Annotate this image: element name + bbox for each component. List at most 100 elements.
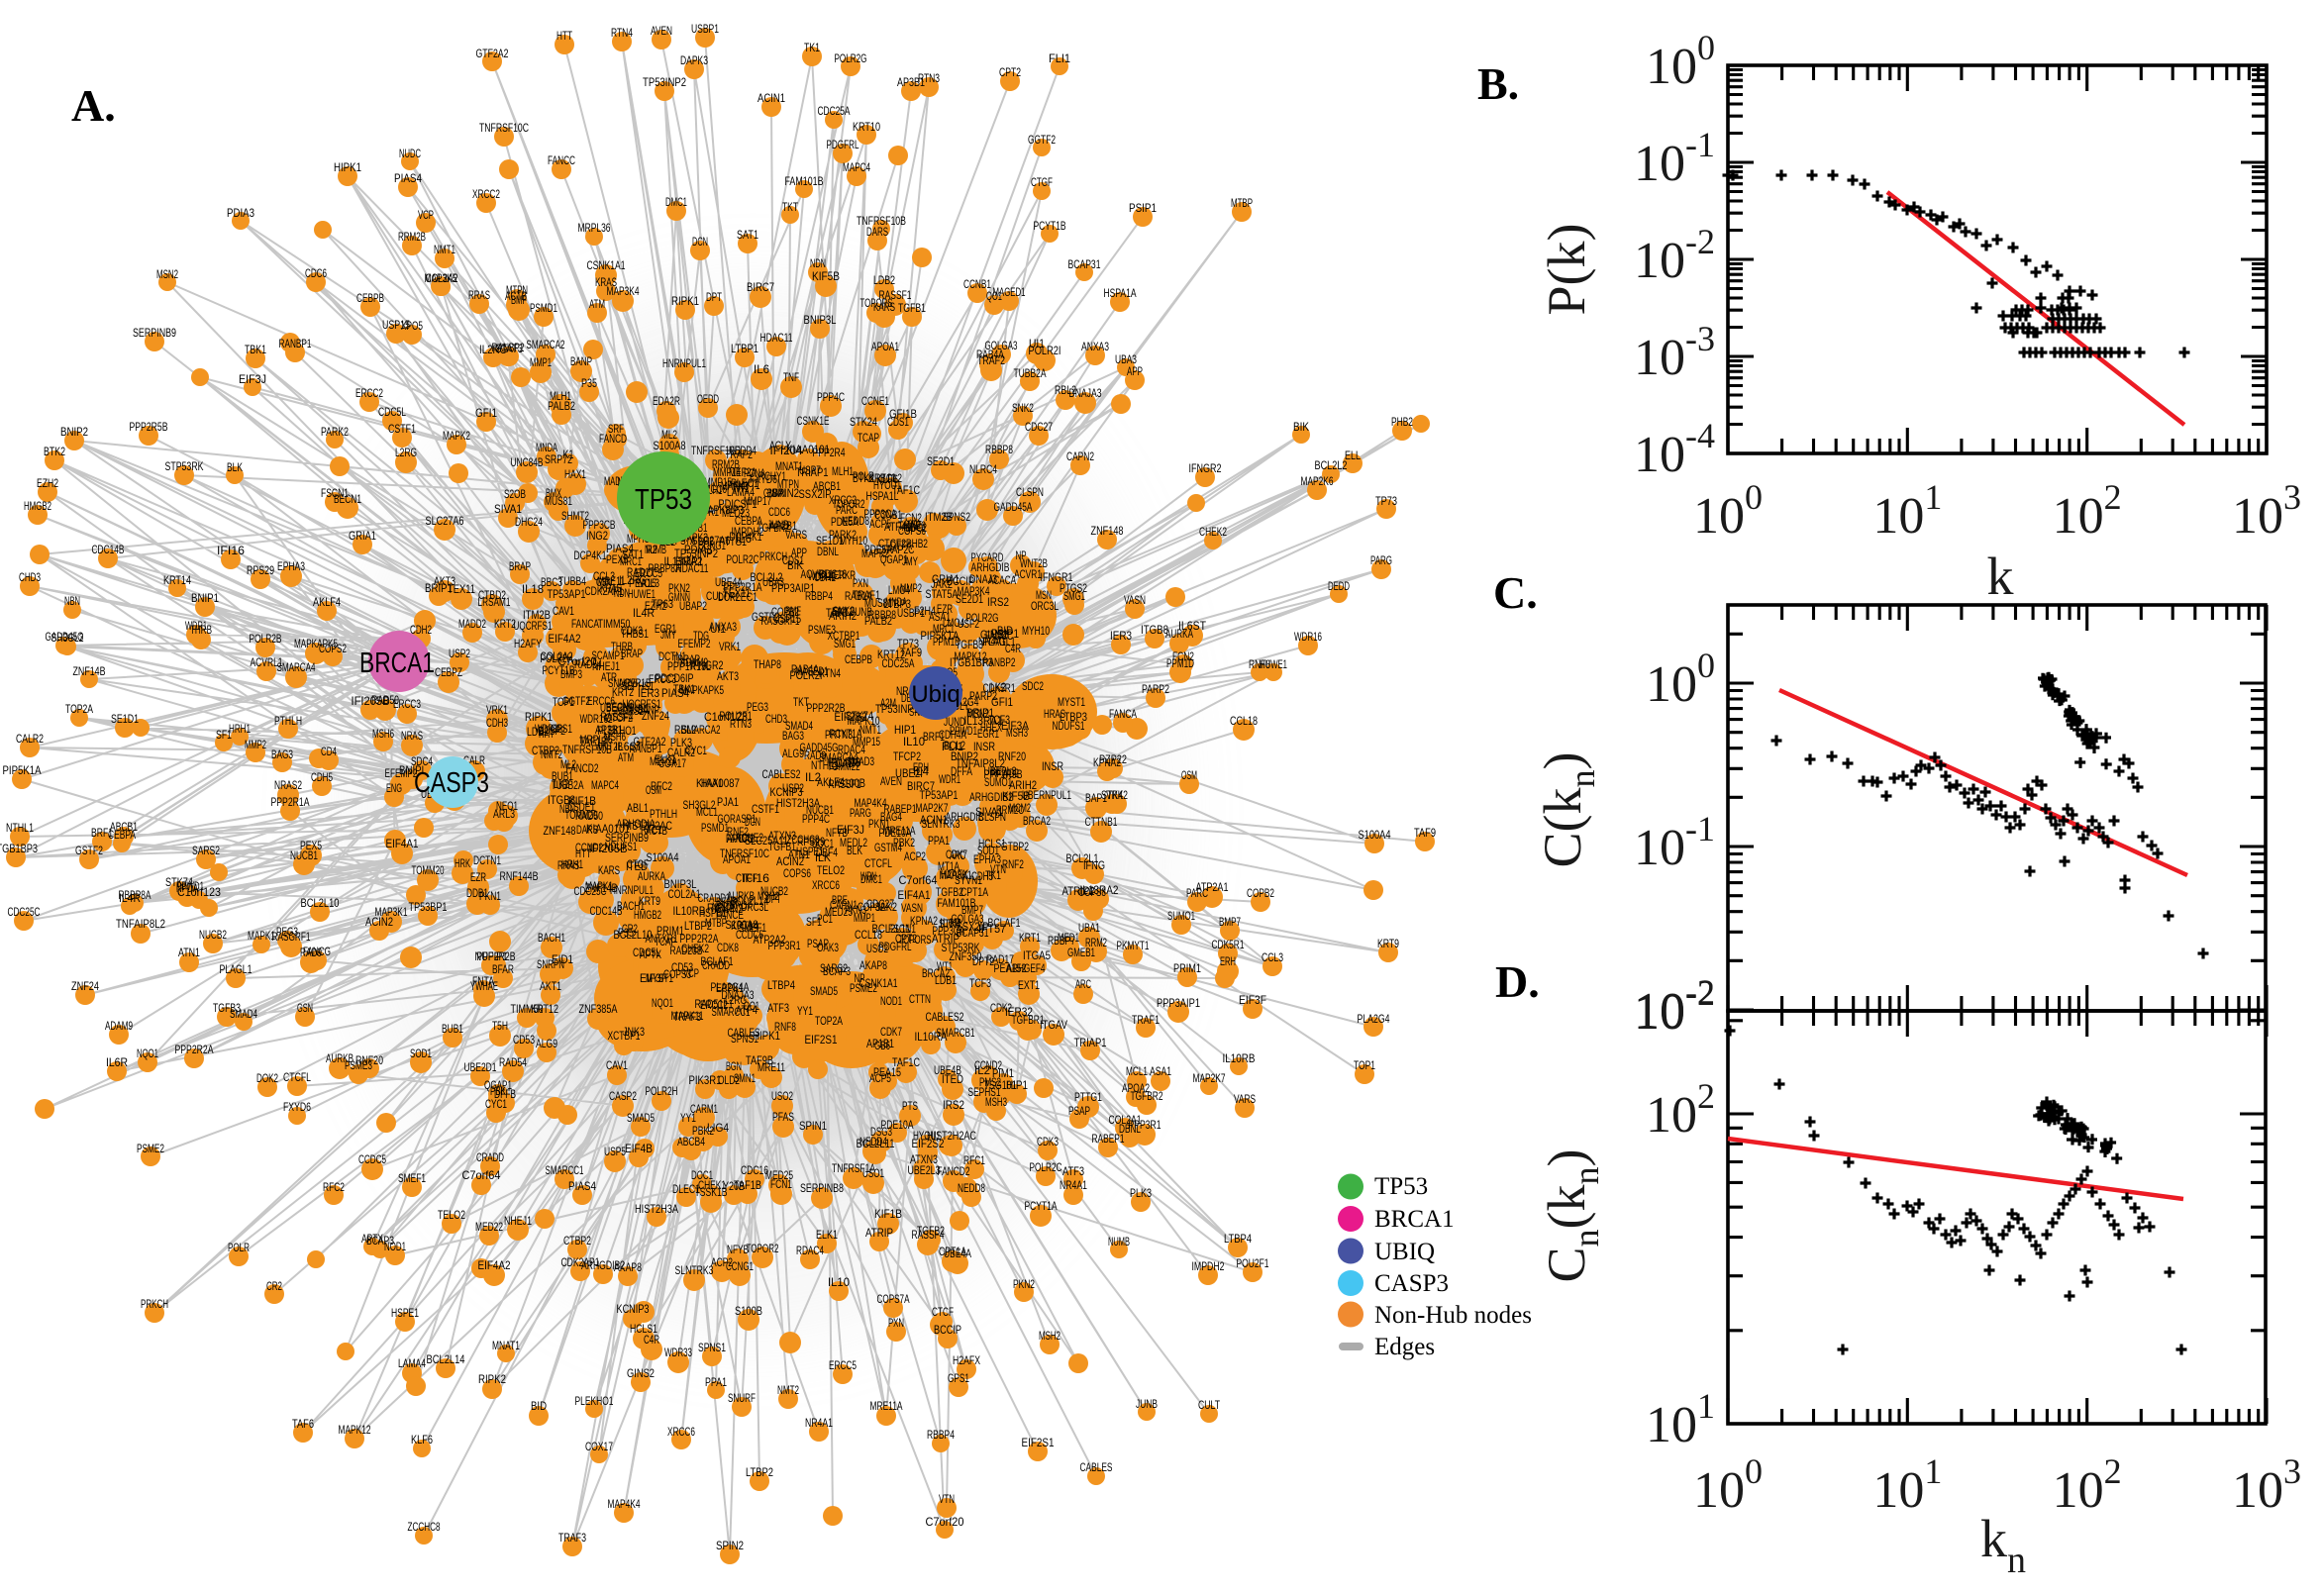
svg-text:IFI16: IFI16 xyxy=(217,544,245,557)
svg-text:MAPK1: MAPK1 xyxy=(248,929,275,943)
svg-text:SAT1: SAT1 xyxy=(622,548,644,561)
svg-text:MAPK2: MAPK2 xyxy=(443,429,470,443)
svg-text:CTTN: CTTN xyxy=(909,992,931,1006)
svg-text:WT1: WT1 xyxy=(937,959,953,973)
svg-text:CHEK2: CHEK2 xyxy=(1199,525,1227,539)
svg-text:BID: BID xyxy=(531,1399,547,1413)
svg-text:PPP2R1A: PPP2R1A xyxy=(271,795,310,809)
svg-text:NUCB2: NUCB2 xyxy=(760,884,788,898)
svg-text:IMPDH2: IMPDH2 xyxy=(1192,1259,1225,1273)
svg-text:MRE11: MRE11 xyxy=(758,1060,785,1074)
svg-text:TOP2A: TOP2A xyxy=(815,1014,843,1028)
svg-text:BIRC7: BIRC7 xyxy=(907,779,935,793)
svg-text:PSAP: PSAP xyxy=(1068,1104,1090,1118)
svg-text:APOA1: APOA1 xyxy=(871,340,899,353)
svg-text:C(kn): C(kn) xyxy=(1533,752,1602,868)
svg-text:GADD45A: GADD45A xyxy=(994,500,1033,514)
svg-text:GINS2: GINS2 xyxy=(627,1366,655,1380)
svg-text:TKT: TKT xyxy=(793,695,809,709)
svg-text:SEPHS1: SEPHS1 xyxy=(968,1085,1001,1099)
svg-text:HMGB2: HMGB2 xyxy=(24,499,51,513)
svg-text:KRT2: KRT2 xyxy=(494,617,516,631)
svg-text:GADD45G: GADD45G xyxy=(800,741,839,754)
svg-text:BTK2: BTK2 xyxy=(44,445,65,458)
svg-text:DMC1: DMC1 xyxy=(665,195,687,209)
svg-text:TK1: TK1 xyxy=(804,41,820,54)
svg-text:CDC27: CDC27 xyxy=(1025,420,1053,434)
svg-text:CCNG1: CCNG1 xyxy=(726,1259,754,1273)
svg-text:FANCA: FANCA xyxy=(1109,707,1137,721)
svg-text:ELL: ELL xyxy=(1345,449,1361,462)
svg-text:IL4R: IL4R xyxy=(119,891,141,905)
svg-text:MLH1: MLH1 xyxy=(550,389,571,403)
svg-text:CD53: CD53 xyxy=(513,1033,535,1047)
svg-text:FXYD6: FXYD6 xyxy=(283,1100,311,1114)
svg-text:JUNB: JUNB xyxy=(851,605,872,619)
svg-text:ATM: ATM xyxy=(589,297,605,311)
svg-text:IRS2: IRS2 xyxy=(943,1098,964,1112)
svg-text:MSH2: MSH2 xyxy=(1039,1329,1060,1343)
svg-text:STP53RK: STP53RK xyxy=(165,459,204,473)
svg-text:BNIP2: BNIP2 xyxy=(951,749,978,763)
svg-text:EFEMP2: EFEMP2 xyxy=(385,766,418,780)
svg-text:BAG3: BAG3 xyxy=(271,748,293,761)
svg-text:BCL2: BCL2 xyxy=(880,471,902,485)
svg-text:CSDE1: CSDE1 xyxy=(567,800,595,814)
svg-text:WDR16: WDR16 xyxy=(808,569,836,583)
svg-text:DCTN1: DCTN1 xyxy=(473,853,501,867)
svg-text:UBE2L3: UBE2L3 xyxy=(908,1163,941,1177)
svg-text:ATN1: ATN1 xyxy=(178,946,200,959)
svg-text:CAV1: CAV1 xyxy=(553,604,574,618)
svg-text:OAK3: OAK3 xyxy=(817,941,839,954)
svg-text:MAPKAPK5: MAPKAPK5 xyxy=(294,637,338,650)
svg-text:PIK3R1: PIK3R1 xyxy=(689,1073,722,1087)
svg-text:CEBPB: CEBPB xyxy=(845,652,872,666)
svg-text:CDC14B: CDC14B xyxy=(92,543,125,556)
svg-text:GSN: GSN xyxy=(297,1001,313,1015)
svg-text:NRAS2: NRAS2 xyxy=(274,778,302,792)
svg-text:MRE11A: MRE11A xyxy=(870,1399,903,1413)
svg-text:MYST1: MYST1 xyxy=(1058,695,1085,709)
svg-text:S100A8: S100A8 xyxy=(654,439,686,452)
svg-text:USO1: USO1 xyxy=(862,1166,884,1180)
svg-text:D.: D. xyxy=(1495,956,1540,1007)
svg-text:SPIN1: SPIN1 xyxy=(799,1119,827,1133)
svg-text:MAP3K1: MAP3K1 xyxy=(375,905,408,919)
svg-text:PPP3CA: PPP3CA xyxy=(864,507,897,521)
svg-text:KRT9: KRT9 xyxy=(1377,937,1399,950)
svg-text:ZNF148: ZNF148 xyxy=(544,824,576,838)
svg-text:PDICSF1: PDICSF1 xyxy=(719,497,758,511)
svg-text:TCF3: TCF3 xyxy=(969,976,991,990)
svg-text:SERPINB9: SERPINB9 xyxy=(133,326,176,340)
svg-text:SNK2: SNK2 xyxy=(1012,401,1034,415)
svg-text:PTTG1: PTTG1 xyxy=(1074,1090,1102,1104)
svg-text:PXN: PXN xyxy=(888,1316,904,1330)
svg-text:PLK3: PLK3 xyxy=(1130,1186,1152,1200)
svg-text:NMT1: NMT1 xyxy=(434,243,455,256)
svg-text:PJA1: PJA1 xyxy=(717,795,739,809)
svg-text:EIF4A1: EIF4A1 xyxy=(898,888,931,902)
svg-text:NOD1: NOD1 xyxy=(880,994,902,1008)
svg-text:H2AFY: H2AFY xyxy=(514,637,542,650)
svg-text:KIAA0101: KIAA0101 xyxy=(786,443,830,456)
svg-text:HRH1: HRH1 xyxy=(229,722,251,736)
svg-text:TRAF1: TRAF1 xyxy=(1132,1013,1160,1027)
svg-text:BLK: BLK xyxy=(227,460,243,474)
svg-text:TELO2: TELO2 xyxy=(817,863,845,877)
svg-text:SE2D1: SE2D1 xyxy=(927,454,955,468)
svg-text:102: 102 xyxy=(2053,477,2122,545)
svg-text:103: 103 xyxy=(2232,1451,2301,1519)
svg-text:PRTN3: PRTN3 xyxy=(825,728,853,742)
svg-text:RFC1: RFC1 xyxy=(963,1153,985,1167)
svg-text:ARHGDIB: ARHGDIB xyxy=(971,560,1010,574)
svg-text:BNIP2: BNIP2 xyxy=(60,425,88,439)
svg-text:RRM2: RRM2 xyxy=(1085,936,1107,949)
svg-text:TRAF3: TRAF3 xyxy=(558,1531,586,1545)
svg-text:EZR: EZR xyxy=(470,870,486,884)
svg-text:COPS7A: COPS7A xyxy=(877,1292,910,1306)
svg-text:ITGB1BP3: ITGB1BP3 xyxy=(0,842,38,855)
svg-text:HYOU1: HYOU1 xyxy=(913,1129,941,1143)
svg-text:NQO1: NQO1 xyxy=(652,996,673,1010)
svg-text:RBBP4: RBBP4 xyxy=(805,589,833,603)
svg-text:DCP4K1: DCP4K1 xyxy=(574,549,607,562)
